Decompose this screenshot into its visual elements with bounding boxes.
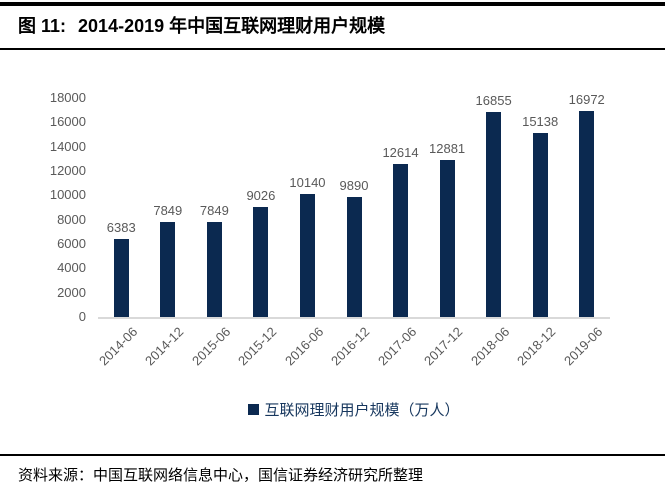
bar-value-label: 9026: [246, 188, 276, 203]
y-axis-tick-label: 2000: [57, 284, 86, 300]
source-text: 资料来源：中国互联网络信息中心，国信证券经济研究所整理: [18, 468, 424, 484]
x-axis-tick-label: 2014-06: [95, 324, 140, 369]
bar-value-label: 12881: [429, 141, 466, 156]
x-axis-tick-label: 2016-12: [328, 324, 373, 369]
legend-swatch: [248, 403, 260, 415]
bar-value-label: 10140: [289, 175, 326, 190]
source-note: 资料来源：中国互联网络信息中心，国信证券经济研究所整理: [18, 464, 423, 485]
x-axis-line: [98, 317, 610, 319]
x-axis-tick-label: 2016-06: [281, 324, 327, 369]
y-axis-tick-label: 16000: [49, 114, 86, 130]
chart-legend: 互联网理财用户规模（万人）: [98, 400, 610, 419]
bar: [253, 207, 269, 317]
bar-value-label: 12614: [382, 145, 419, 160]
bar: [346, 197, 362, 317]
bar: [113, 239, 129, 317]
x-axis-tick-label: 2015-12: [235, 324, 280, 369]
x-axis-tick-label: 2017-12: [421, 324, 466, 369]
bar-value-label: 7849: [153, 203, 183, 218]
top-border-rule: [0, 2, 665, 6]
bar-value-label: 6383: [106, 220, 136, 235]
x-axis-tick-label: 2018-06: [467, 324, 513, 369]
figure-title: 图 11: 2014-2019 年中国互联网理财用户规模: [18, 11, 385, 39]
y-axis-tick-label: 6000: [57, 236, 86, 251]
y-axis-tick-label: 8000: [57, 211, 86, 227]
x-axis-tick-label: 2015-06: [188, 324, 233, 369]
figure-label: 图 11:: [18, 16, 67, 36]
legend-label: 互联网理财用户规模（万人）: [264, 402, 460, 419]
x-axis-tick-label: 2014-12: [142, 324, 187, 369]
y-axis-tick-label: 10000: [49, 187, 86, 203]
x-axis-tick-label: 2017-06: [374, 324, 420, 369]
bar-value-label: 15138: [522, 114, 559, 129]
footer-divider-rule: [0, 454, 665, 456]
bar: [393, 164, 409, 317]
bar: [299, 194, 315, 317]
bar: [206, 222, 222, 317]
bar: [439, 160, 455, 317]
bar-value-label: 9890: [339, 178, 369, 193]
figure-title-text: 2014-2019 年中国互联网理财用户规模: [78, 16, 386, 36]
bar: [532, 133, 548, 317]
y-axis-tick-label: 12000: [49, 163, 86, 178]
bar-chart: 0 2000 4000 6000 8000 10000 12000 14000 16000 180…: [49, 90, 610, 369]
y-axis-tick-label: 0: [78, 309, 86, 324]
x-axis-tick-label: 2018-12: [514, 324, 559, 369]
bar-value-label: 7849: [199, 203, 229, 218]
bar: [579, 111, 595, 317]
bar-value-label: 16855: [475, 93, 512, 108]
y-axis-tick-label: 18000: [49, 90, 86, 105]
y-axis-tick-label: 4000: [57, 260, 86, 276]
bar: [486, 112, 502, 317]
title-divider-rule: [0, 48, 665, 50]
y-axis-tick-label: 14000: [49, 138, 86, 154]
x-axis-tick-label: 2019-06: [560, 324, 606, 369]
bar-value-label: 16972: [568, 92, 605, 107]
bar: [160, 222, 176, 317]
